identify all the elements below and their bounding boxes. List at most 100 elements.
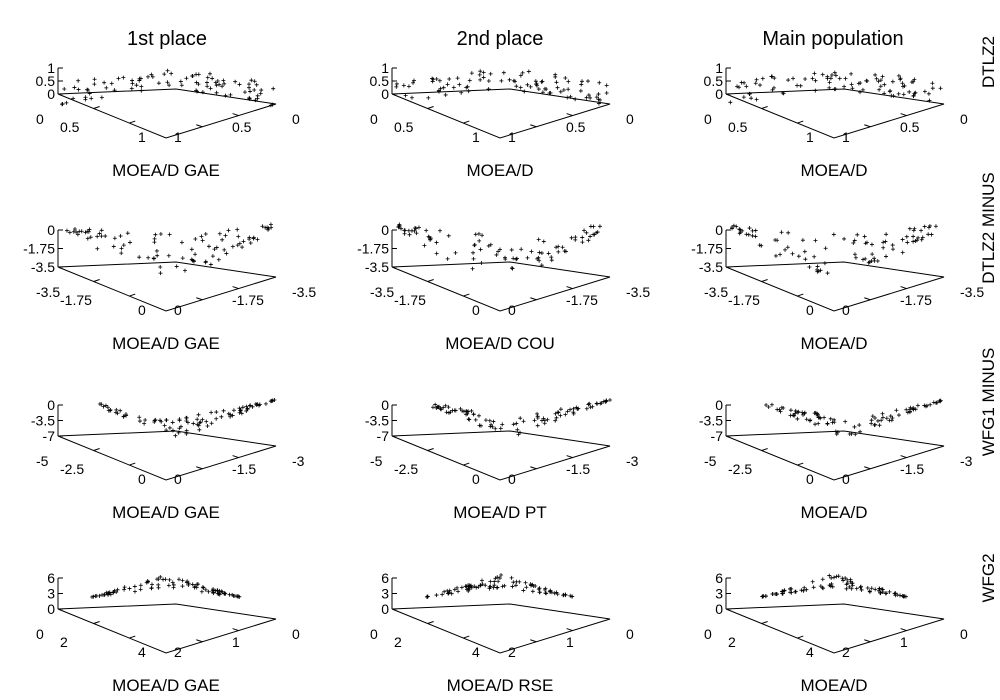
data-point xyxy=(266,226,271,231)
data-point xyxy=(231,408,236,413)
data-point xyxy=(446,233,451,238)
data-point xyxy=(542,418,547,423)
data-point xyxy=(263,401,268,406)
data-point xyxy=(221,408,226,413)
data-point xyxy=(146,579,151,584)
y-tick-label: 0 xyxy=(626,626,634,642)
x-tick-label: -3.5 xyxy=(370,284,394,300)
floor-tick-mark xyxy=(93,621,100,624)
data-point xyxy=(488,71,493,76)
data-point xyxy=(588,95,593,100)
data-point xyxy=(446,591,451,596)
data-point xyxy=(735,84,740,89)
data-point xyxy=(791,413,796,418)
data-point xyxy=(197,427,202,432)
data-point xyxy=(516,432,521,437)
z-tick-label: 0 xyxy=(381,86,389,102)
data-point xyxy=(499,78,504,83)
data-point xyxy=(95,246,100,251)
data-point xyxy=(528,84,533,89)
data-point xyxy=(209,421,214,426)
data-point xyxy=(855,232,860,237)
data-point xyxy=(496,249,501,254)
data-point xyxy=(247,237,252,242)
data-point xyxy=(495,575,500,580)
data-point xyxy=(896,73,901,78)
data-point xyxy=(741,95,746,100)
data-point xyxy=(907,226,912,231)
data-point xyxy=(193,236,198,241)
data-point xyxy=(137,255,142,260)
data-point xyxy=(498,426,503,431)
z-tick-label: 0.5 xyxy=(370,73,390,89)
data-point xyxy=(481,70,486,75)
data-point xyxy=(464,85,469,90)
data-point xyxy=(245,407,250,412)
data-point xyxy=(500,584,505,589)
data-point xyxy=(573,97,578,102)
data-point xyxy=(789,586,794,591)
data-point xyxy=(177,418,182,423)
data-point xyxy=(139,84,144,89)
floor-tick-mark xyxy=(232,113,239,117)
data-point xyxy=(744,84,749,89)
data-point xyxy=(119,251,124,256)
data-point xyxy=(847,584,852,589)
data-point xyxy=(248,89,253,94)
floor-tick-mark xyxy=(427,448,434,451)
data-point xyxy=(119,246,124,251)
data-point xyxy=(424,228,429,233)
data-point xyxy=(812,411,817,416)
data-point xyxy=(938,399,943,404)
data-point xyxy=(171,585,176,590)
data-point xyxy=(844,582,849,587)
data-point xyxy=(813,238,818,243)
floor-tick-mark xyxy=(761,448,768,451)
y-tick-label: -1.75 xyxy=(566,292,598,308)
z-tick-label: 6 xyxy=(381,570,389,586)
data-point xyxy=(153,417,158,422)
data-point xyxy=(460,408,465,413)
row-label-wfg1-minus: WFG1 MINUS xyxy=(979,348,998,457)
data-point xyxy=(750,228,755,233)
data-point xyxy=(457,82,462,87)
data-point xyxy=(892,591,897,596)
data-point xyxy=(812,254,817,259)
data-point xyxy=(820,72,825,77)
data-point xyxy=(549,590,554,595)
data-point xyxy=(578,88,583,93)
data-point xyxy=(802,585,807,590)
algorithm-label: MOEA/D xyxy=(800,676,867,695)
data-point xyxy=(182,268,187,273)
data-point xyxy=(509,265,514,270)
data-point xyxy=(896,91,901,96)
data-point xyxy=(502,583,507,588)
data-point xyxy=(240,405,245,410)
data-point xyxy=(876,79,881,84)
data-point xyxy=(894,408,899,413)
data-point xyxy=(434,251,439,256)
data-point xyxy=(456,589,461,594)
data-point xyxy=(793,411,798,416)
data-point xyxy=(114,590,119,595)
data-point xyxy=(553,418,558,423)
data-point xyxy=(195,417,200,422)
data-point xyxy=(219,414,224,419)
data-point xyxy=(210,76,215,81)
data-point xyxy=(498,247,503,252)
floor-tick-mark xyxy=(566,628,573,632)
data-point xyxy=(142,421,147,426)
data-point xyxy=(401,83,406,88)
data-point xyxy=(170,580,175,585)
data-point xyxy=(85,87,90,92)
data-point xyxy=(800,238,805,243)
data-point xyxy=(480,582,485,587)
data-point xyxy=(116,76,121,81)
data-point xyxy=(437,78,442,83)
floor-tick-mark xyxy=(232,286,239,290)
data-point xyxy=(769,74,774,79)
data-point xyxy=(580,235,585,240)
y-tick-label: 0.5 xyxy=(232,119,252,135)
data-point xyxy=(93,594,98,599)
